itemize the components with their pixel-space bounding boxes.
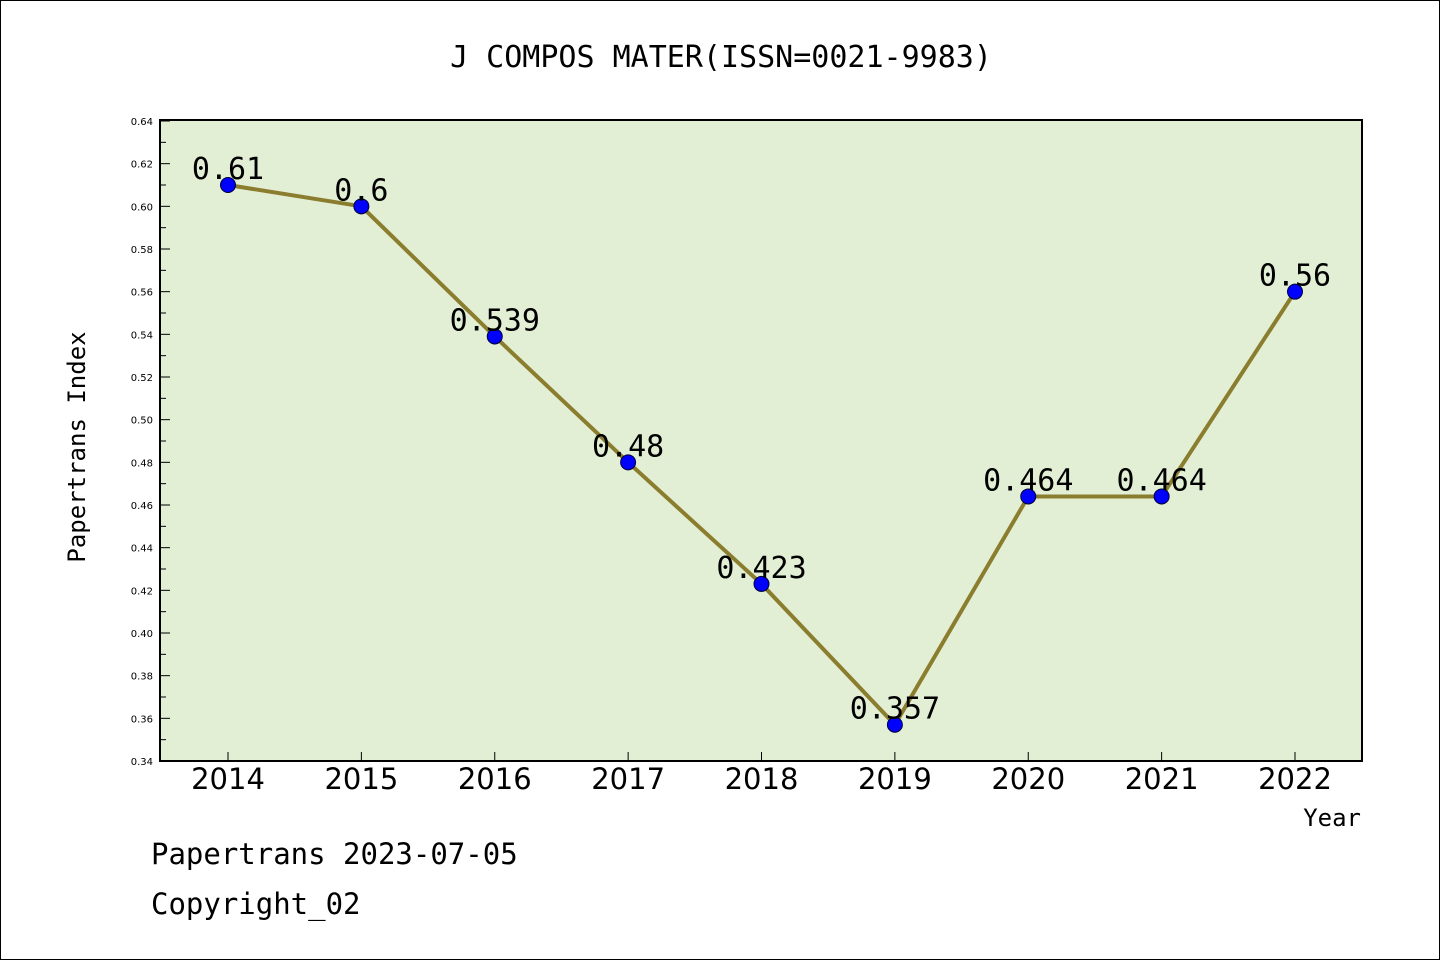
y-tick-label: 0.42 <box>131 586 153 597</box>
y-tick-label: 0.38 <box>131 672 153 683</box>
data-point <box>886 716 903 733</box>
data-point <box>486 328 503 345</box>
x-axis-title: Year <box>1303 804 1361 832</box>
y-tick-label: 0.44 <box>131 544 153 555</box>
data-label: 0.423 <box>716 551 806 586</box>
x-tick-label: 2021 <box>1125 762 1199 796</box>
y-tick-label: 0.34 <box>131 757 153 768</box>
y-tick-label: 0.46 <box>131 501 153 512</box>
x-tick-label: 2022 <box>1258 762 1332 796</box>
y-tick-label: 0.58 <box>131 245 153 256</box>
y-tick-label: 0.52 <box>131 373 153 384</box>
data-point <box>1153 488 1170 505</box>
series-layer <box>220 177 1303 733</box>
y-tick-label: 0.62 <box>131 160 153 171</box>
data-label: 0.464 <box>983 463 1073 498</box>
y-tick-label: 0.40 <box>131 629 153 640</box>
data-point <box>220 177 236 193</box>
x-tick-label: 2019 <box>858 762 932 796</box>
chart-title: J COMPOS MATER(ISSN=0021-9983) <box>450 40 992 75</box>
y-tick-label: 0.50 <box>131 416 153 427</box>
x-tick-label: 2017 <box>591 762 665 796</box>
data-label: 0.464 <box>1116 463 1206 498</box>
plot-area <box>159 119 1363 762</box>
x-tick-label: 2015 <box>324 762 398 796</box>
y-tick-label: 0.36 <box>131 714 153 725</box>
data-label: 0.56 <box>1259 259 1331 294</box>
x-axis: 2014 2015 2016 2017 2018 2019 2020 2021 2022 <box>191 752 1332 796</box>
y-tick-label: 0.64 <box>131 117 153 128</box>
data-label: 0.61 <box>192 152 264 187</box>
footer-date: Papertrans 2023-07-05 <box>151 837 518 871</box>
data-point <box>1287 283 1303 300</box>
x-tick-label: 2018 <box>725 762 799 796</box>
y-tick-label: 0.60 <box>131 202 153 213</box>
y-tick-label: 0.54 <box>131 330 153 341</box>
data-point <box>753 575 770 592</box>
x-tick-label: 2016 <box>458 762 532 796</box>
y-axis-title: Papertrans Index <box>63 331 91 562</box>
y-tick-label: 0.56 <box>131 288 153 299</box>
data-point <box>620 454 637 471</box>
data-label: 0.357 <box>850 692 940 727</box>
y-tick-label: 0.48 <box>131 458 153 469</box>
x-tick-label: 2014 <box>191 762 265 796</box>
data-point <box>353 198 370 215</box>
footer-copyright: Copyright_02 <box>151 887 361 922</box>
data-label: 0.539 <box>450 303 540 338</box>
x-tick-label: 2020 <box>991 762 1065 796</box>
data-labels-layer: 0.61 0.6 0.539 0.48 0.423 0.357 0.464 0.464 0.56 <box>192 152 1331 727</box>
data-point <box>1020 488 1037 505</box>
y-axis: 0.34 0.36 0.38 0.40 0.42 0.44 0.46 0.48 0.50 0.52… <box>131 117 170 768</box>
data-label: 0.48 <box>592 429 664 464</box>
data-label: 0.6 <box>334 173 388 208</box>
